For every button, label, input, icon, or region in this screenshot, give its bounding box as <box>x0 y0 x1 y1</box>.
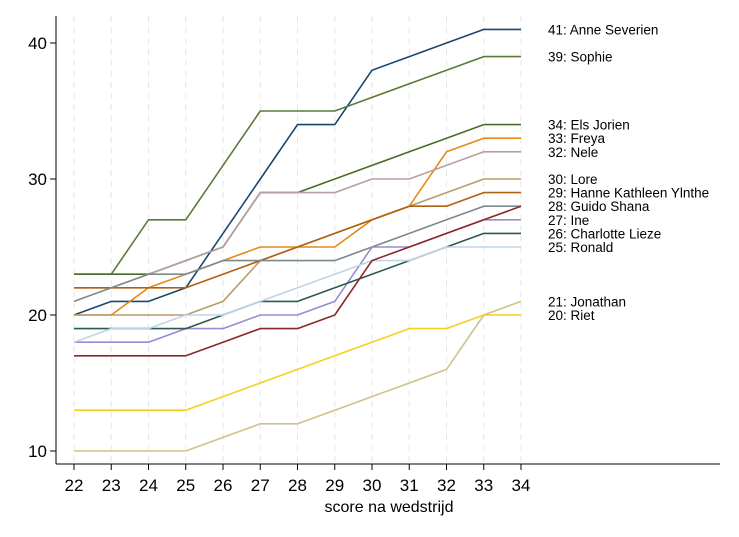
series-line <box>74 300 522 452</box>
series-end-label: 20: Riet <box>548 308 595 323</box>
series-end-label: 30: Lore <box>548 172 598 187</box>
x-tick-label: 31 <box>400 476 419 495</box>
series-line <box>74 314 521 412</box>
series-line <box>74 191 521 289</box>
x-tick-label: 28 <box>288 476 307 495</box>
series-end-label: 26: Charlotte Lieze <box>548 226 661 241</box>
x-tick-label: 32 <box>437 476 456 495</box>
series-line <box>74 55 521 276</box>
series-end-label: 32: Nele <box>548 145 598 160</box>
x-tick-label: 22 <box>65 476 84 495</box>
ticks: 22 23 24 25 26 27 28 29 30 31 32 33 34 10 20 30 40 <box>28 34 530 495</box>
series-line <box>74 205 522 357</box>
x-axis-title: score na wedstrijd <box>325 499 454 516</box>
x-tick-label: 27 <box>251 476 270 495</box>
series-lines <box>73 28 522 452</box>
series-end-label: 28: Guido Shana <box>548 199 650 214</box>
series-line <box>73 246 521 343</box>
gridlines <box>73 16 522 464</box>
y-tick-label: 10 <box>28 442 47 461</box>
y-tick-label: 40 <box>28 34 47 53</box>
series-end-label: 29: Hanne Kathleen Ylnthe <box>548 186 709 201</box>
series-end-label: 41: Anne Severien <box>548 22 658 37</box>
series-end-labels: 41: Anne Severien 39: Sophie 34: Els Jorie… <box>548 22 709 323</box>
x-tick-label: 25 <box>176 476 195 495</box>
axes <box>55 16 720 465</box>
series-line <box>73 205 521 303</box>
series-end-label: 33: Freya <box>548 131 606 146</box>
series-end-label: 34: Els Jorien <box>548 118 630 133</box>
y-tick-label: 30 <box>28 170 47 189</box>
x-tick-label: 24 <box>139 476 158 495</box>
series-line <box>73 28 521 316</box>
series-end-label: 25: Ronald <box>548 240 613 255</box>
x-tick-label: 23 <box>102 476 121 495</box>
x-tick-label: 34 <box>512 476 531 495</box>
x-tick-label: 29 <box>325 476 344 495</box>
series-end-label: 39: Sophie <box>548 50 613 65</box>
x-tick-label: 26 <box>214 476 233 495</box>
series-end-label: 27: Ine <box>548 213 589 228</box>
y-tick-label: 20 <box>28 306 47 325</box>
x-tick-label: 33 <box>474 476 493 495</box>
series-end-label: 21: Jonathan <box>548 294 626 309</box>
x-tick-label: 30 <box>363 476 382 495</box>
